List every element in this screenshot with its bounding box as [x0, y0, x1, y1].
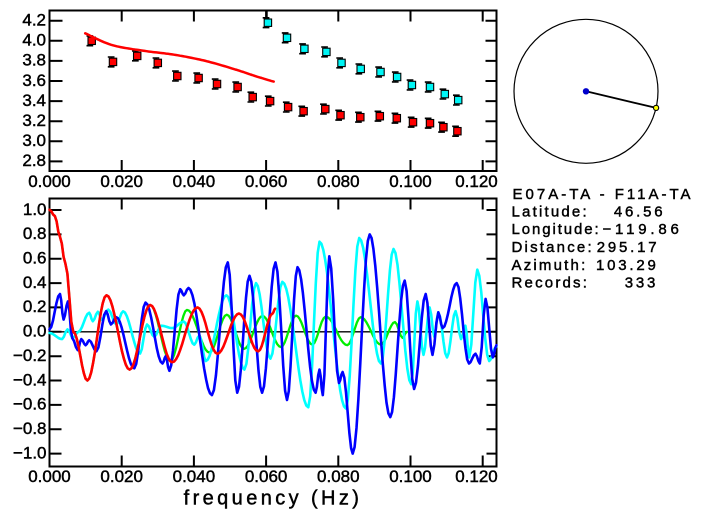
svg-text:295.17: 295.17 [597, 239, 660, 256]
svg-text:Latitude:: Latitude: [512, 204, 589, 221]
svg-text:3.8: 3.8 [22, 51, 46, 70]
svg-text:frequency (Hz): frequency (Hz) [184, 488, 363, 510]
svg-text:E07A-TA - F11A-TA: E07A-TA - F11A-TA [513, 186, 694, 203]
svg-text:0.000: 0.000 [28, 467, 71, 486]
svg-text:0.020: 0.020 [100, 172, 143, 191]
svg-text:Azimuth:: Azimuth: [512, 257, 588, 274]
svg-text:103.29: 103.29 [596, 257, 659, 274]
svg-text:Records:: Records: [512, 275, 590, 292]
svg-text:0.8: 0.8 [23, 224, 47, 243]
svg-text:46.56: 46.56 [614, 204, 666, 221]
svg-text:Distance:: Distance: [512, 239, 594, 256]
svg-text:−119.86: −119.86 [603, 221, 683, 238]
svg-text:−1.0: −1.0 [13, 443, 47, 462]
svg-text:0.6: 0.6 [23, 249, 47, 268]
svg-text:0.100: 0.100 [389, 172, 432, 191]
svg-text:−0.6: −0.6 [13, 395, 47, 414]
svg-text:−0.8: −0.8 [13, 419, 47, 438]
svg-text:4.0: 4.0 [22, 31, 46, 50]
svg-text:0.0: 0.0 [23, 322, 47, 341]
svg-text:3.0: 3.0 [22, 131, 46, 150]
svg-text:0.120: 0.120 [455, 467, 498, 486]
svg-text:−0.4: −0.4 [13, 370, 47, 389]
svg-text:−0.2: −0.2 [13, 346, 47, 365]
svg-text:0.040: 0.040 [173, 172, 216, 191]
svg-text:1.0: 1.0 [23, 200, 47, 219]
svg-text:333: 333 [625, 275, 658, 292]
svg-text:Longitude:: Longitude: [512, 221, 601, 238]
svg-text:3.4: 3.4 [22, 91, 46, 110]
svg-text:2.8: 2.8 [22, 151, 46, 170]
svg-text:0.2: 0.2 [23, 297, 47, 316]
svg-text:0.060: 0.060 [245, 467, 288, 486]
svg-text:0.060: 0.060 [245, 172, 288, 191]
svg-text:0.100: 0.100 [389, 467, 432, 486]
svg-text:3.6: 3.6 [22, 71, 46, 90]
svg-text:0.020: 0.020 [100, 467, 143, 486]
svg-text:3.2: 3.2 [22, 111, 46, 130]
svg-text:0.080: 0.080 [317, 172, 360, 191]
svg-text:0.080: 0.080 [317, 467, 360, 486]
svg-text:4.2: 4.2 [22, 11, 46, 30]
svg-text:0.000: 0.000 [28, 172, 71, 191]
svg-text:0.4: 0.4 [23, 273, 47, 292]
svg-text:0.040: 0.040 [173, 467, 216, 486]
svg-text:0.120: 0.120 [455, 172, 498, 191]
